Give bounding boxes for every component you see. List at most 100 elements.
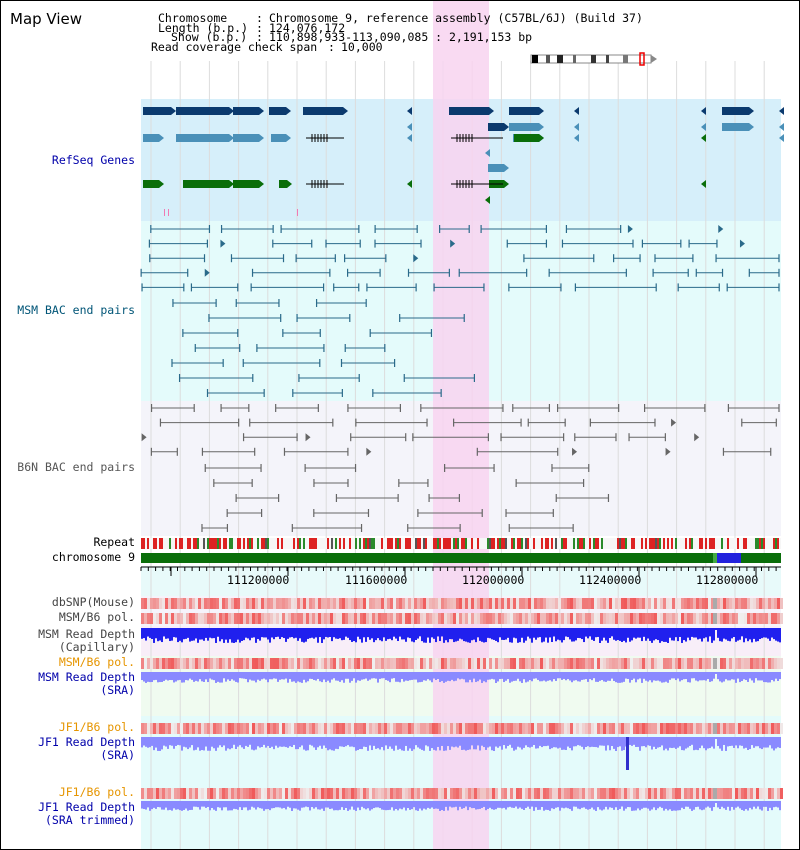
polymorphism-cell [687,658,690,669]
read-depth-bar [665,628,667,642]
read-depth-bar [217,801,219,808]
read-depth-bar [431,801,433,808]
polymorphism-cell [405,613,408,624]
polymorphism-cell [192,788,195,799]
read-depth-bar [387,672,389,681]
read-depth-bar [547,737,549,746]
read-depth-bar [723,672,725,682]
polymorphism-cell [354,598,357,609]
read-depth-bar [409,737,411,749]
read-depth-bar [649,628,651,641]
polymorphism-cell [495,788,498,799]
read-depth-bar [419,801,421,809]
repeat-mark [305,538,307,549]
polymorphism-cell [207,658,210,669]
read-depth-bar [661,672,663,683]
read-depth-bar [597,801,599,808]
read-depth-bar [287,628,289,639]
polymorphism-cell [285,613,288,624]
polymorphism-cell [165,723,168,734]
read-depth-bar [503,737,505,746]
track-label-b6n-bac[interactable]: B6N BAC end pairs [17,460,135,474]
repeat-mark [261,538,263,549]
read-depth-bar [401,628,403,640]
polymorphism-cell [738,613,741,624]
read-depth-bar [567,672,569,680]
read-depth-bar [357,672,359,681]
read-depth-bar [517,801,519,809]
read-depth-bar [147,672,149,682]
polymorphism-cell [558,723,561,734]
track-label-msm-bac[interactable]: MSM BAC end pairs [17,303,135,317]
read-depth-bar [479,737,481,751]
read-depth-bar [703,672,705,681]
polymorphism-cell [675,613,678,624]
polymorphism-cell [357,598,360,609]
read-depth-bar [261,801,263,809]
polymorphism-cell [567,658,570,669]
polymorphism-cell [318,658,321,669]
polymorphism-cell [198,788,201,799]
polymorphism-cell [669,613,672,624]
read-depth-bar [543,737,545,747]
read-depth-bar [335,672,337,681]
read-depth-bar [317,628,319,643]
read-depth-bar [487,801,489,809]
polymorphism-cell [747,658,750,669]
polymorphism-cell [600,598,603,609]
polymorphism-cell [339,658,342,669]
read-depth-bar [353,628,355,642]
read-depth-bar [599,672,601,681]
polymorphism-cell [201,658,204,669]
read-depth-bar [517,672,519,679]
read-depth-bar [647,801,649,809]
track-label-refseq[interactable]: RefSeq Genes [51,153,135,167]
ideogram-band [573,55,576,63]
polymorphism-cell [756,613,759,624]
track-label-dbsnp: dbSNP(Mouse) [51,595,135,609]
read-depth-bar [621,801,623,807]
read-depth-bar [507,801,509,808]
read-depth-bar [265,737,267,748]
read-depth-bar [501,801,503,809]
read-depth-bar [597,672,599,682]
polymorphism-cell [519,658,522,669]
polymorphism-cell [666,658,669,669]
polymorphism-cell [267,613,270,624]
read-depth-bar [463,628,465,642]
read-depth-bar [239,672,241,679]
bac-end-single [718,225,724,233]
read-depth-bar [327,672,329,681]
polymorphism-cell [729,658,732,669]
read-depth-bar [683,672,685,680]
read-depth-bar [655,672,657,681]
polymorphism-cell [741,598,744,609]
read-depth-bar [425,737,427,746]
read-depth-bar [409,801,411,810]
polymorphism-cell [693,613,696,624]
read-depth-bar [731,737,733,746]
read-depth-bar [591,672,593,681]
read-depth-bar [233,628,235,643]
read-depth-bar [537,801,539,810]
read-depth-bar [607,672,609,681]
polymorphism-cell [459,658,462,669]
polymorphism-cell [228,723,231,734]
polymorphism-cell [759,788,762,799]
polymorphism-cell [615,723,618,734]
polymorphism-cell [165,658,168,669]
read-depth-bar [465,737,467,751]
polymorphism-cell [546,613,549,624]
polymorphism-cell [207,598,210,609]
polymorphism-cell [684,723,687,734]
read-depth-bar [463,672,465,680]
polymorphism-cell [564,598,567,609]
read-depth-bar [415,801,417,811]
read-depth-bar [175,628,177,638]
read-depth-bar [589,801,591,810]
polymorphism-cell [717,613,720,624]
polymorphism-cell [606,598,609,609]
read-depth-bar [445,628,447,641]
read-depth-bar [343,672,345,683]
